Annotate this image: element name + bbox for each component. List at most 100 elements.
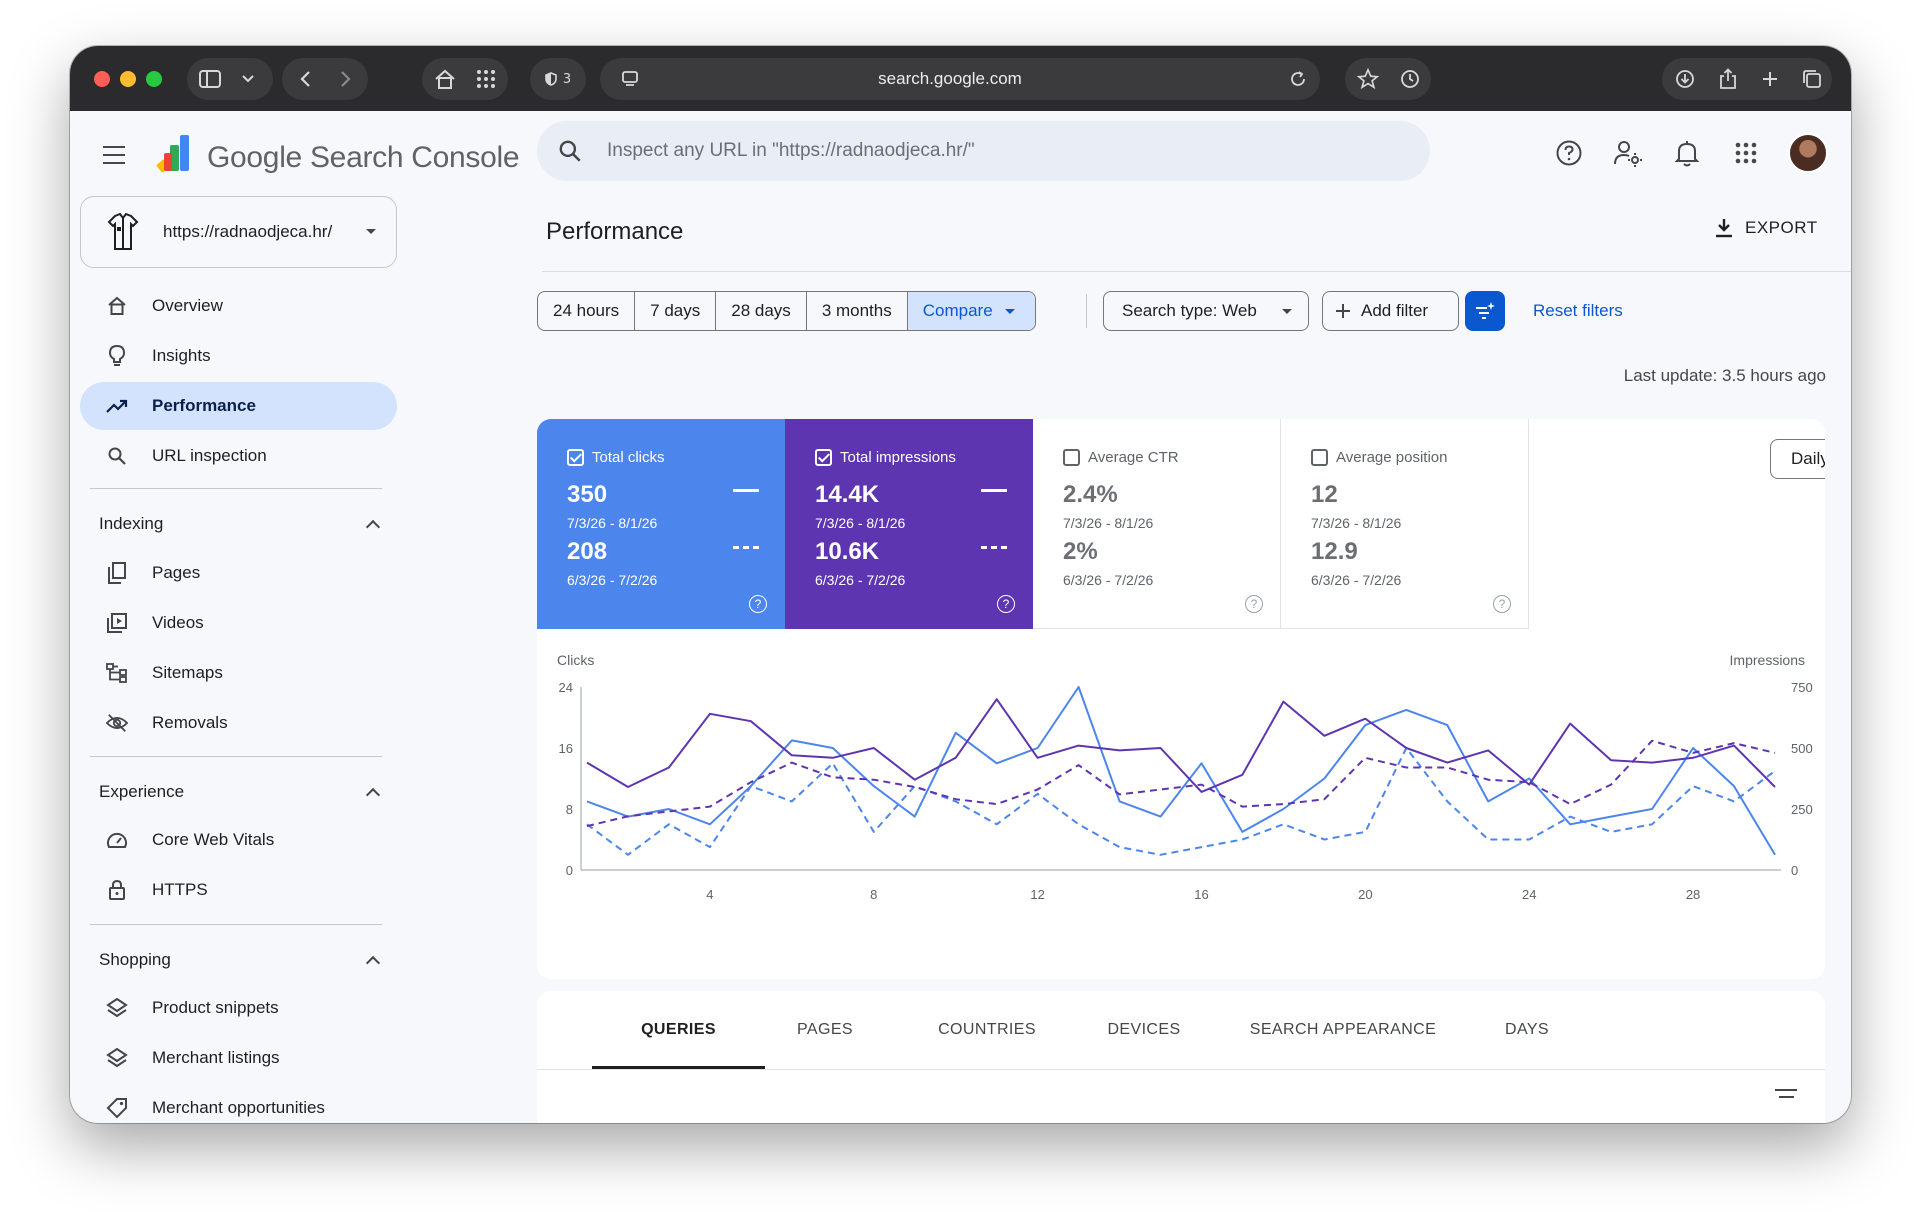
series-line-4[interactable] [586,739,1776,828]
sidebar-item-https[interactable]: HTTPS [80,866,397,914]
sidebar-item-product-snippets[interactable]: Product snippets [80,984,397,1032]
section-shopping[interactable]: Shopping [99,950,171,969]
series-line-1[interactable] [586,686,1776,856]
chevron-up-icon[interactable] [365,955,381,971]
range-compare-button[interactable]: Compare [907,292,1035,330]
checkbox-checked-icon[interactable] [815,449,832,466]
table-filter-icon[interactable] [1775,1089,1797,1103]
gauge-icon [106,829,128,851]
tab-pages[interactable]: PAGES [797,1021,853,1038]
help-icon[interactable]: ? [1493,595,1511,613]
checkbox-unchecked-icon[interactable] [1063,449,1080,466]
granularity-select[interactable]: Daily [1770,439,1825,479]
user-settings-icon[interactable] [1613,138,1643,168]
help-icon[interactable]: ? [749,595,767,613]
download-icon[interactable] [1665,58,1705,100]
chevron-down-icon[interactable] [228,58,268,100]
chevron-up-icon[interactable] [365,787,381,803]
close-window-button[interactable] [94,71,110,87]
sidebar-item-overview[interactable]: Overview [80,282,397,330]
tab-countries[interactable]: COUNTRIES [938,1021,1036,1038]
metric-average-ctr[interactable]: Average CTR 2.4% 7/3/26 - 8/1/26 2% 6/3/… [1033,419,1281,629]
sidebar-item-merchant-listings[interactable]: Merchant listings [80,1034,397,1082]
tag-icon [106,1097,128,1119]
metric-total-clicks[interactable]: Total clicks 350 7/3/26 - 8/1/26 208 6/3… [537,419,785,629]
page-settings-icon[interactable] [610,58,650,100]
sidebar-divider [90,488,382,489]
export-button[interactable]: EXPORT [1715,218,1818,238]
sidebar-item-core-web-vitals[interactable]: Core Web Vitals [80,816,397,864]
sidebar-toggle-icon[interactable] [190,58,230,100]
help-icon[interactable] [1554,138,1584,168]
reset-filters-link[interactable]: Reset filters [1533,301,1623,320]
performance-chart[interactable]: Clicks Impressions 0 8 16 24 0 250 500 750 4 8 12 1… [537,629,1825,959]
main-menu-button[interactable] [96,137,132,173]
range-28-days-button[interactable]: 28 days [716,292,807,330]
checkbox-checked-icon[interactable] [567,449,584,466]
shirt-icon [107,213,139,250]
metric-average-position[interactable]: Average position 12 7/3/26 - 8/1/26 12.9… [1281,419,1529,629]
lightbulb-icon [106,345,128,367]
metric-total-impressions[interactable]: Total impressions 14.4K 7/3/26 - 8/1/26 … [785,419,1033,629]
section-experience[interactable]: Experience [99,782,185,801]
home-icon[interactable] [425,58,465,100]
help-icon[interactable]: ? [1245,595,1263,613]
sidebar-item-removals[interactable]: Removals [80,699,397,747]
sidebar-item-insights[interactable]: Insights [80,332,397,380]
notifications-icon[interactable] [1672,138,1702,168]
tab-devices[interactable]: DEVICES [1107,1021,1181,1038]
url-inspect-search[interactable]: Inspect any URL in "https://radnaodjeca.… [537,121,1430,181]
google-apps-icon[interactable] [1731,138,1761,168]
last-update-text: Last update: 3.5 hours ago [1623,366,1826,385]
tab-queries[interactable]: QUERIES [641,1021,716,1038]
sidebar-item-sitemaps[interactable]: Sitemaps [80,649,397,697]
metric-current-value: 12 [1311,481,1338,508]
help-icon[interactable]: ? [997,595,1015,613]
y-tick-right: 0 [1791,863,1798,878]
section-indexing[interactable]: Indexing [99,514,164,533]
range-24-hours-button[interactable]: 24 hours [538,292,636,330]
search-type-filter[interactable]: Search type: Web [1103,291,1309,331]
range-3-months-button[interactable]: 3 months [807,292,908,330]
sidebar-item-url-inspection[interactable]: URL inspection [80,432,397,480]
property-selector[interactable]: https://radnaodjeca.hr/ [80,196,397,268]
sidebar-item-pages[interactable]: Pages [80,549,397,597]
y-axis-label-right: Impressions [1730,652,1805,668]
series-line-3[interactable] [586,698,1776,793]
active-tab-indicator [592,1066,765,1069]
checkbox-unchecked-icon[interactable] [1311,449,1328,466]
tab-search-appearance[interactable]: SEARCH APPEARANCE [1249,1021,1437,1038]
series-line-2[interactable] [586,747,1776,856]
share-icon[interactable] [1708,58,1748,100]
range-7-days-button[interactable]: 7 days [635,292,717,330]
add-filter-button[interactable]: Add filter [1322,291,1459,331]
forward-icon[interactable] [326,58,366,100]
apps-grid-icon[interactable] [466,58,506,100]
y-tick-left: 16 [559,741,573,756]
x-tick: 16 [1194,887,1208,902]
privacy-report-button[interactable] [530,58,586,100]
star-icon[interactable] [1348,58,1388,100]
metric-previous-value: 2% [1063,538,1098,565]
new-tab-icon[interactable] [1750,58,1790,100]
avatar[interactable] [1788,133,1828,173]
sidebar-divider [90,924,382,925]
minimize-window-button[interactable] [120,71,136,87]
filter-options-button[interactable] [1465,291,1505,331]
zoom-window-button[interactable] [146,71,162,87]
history-clock-icon[interactable] [1390,58,1430,100]
reload-icon[interactable] [1278,58,1318,100]
sidebar-item-merchant-opportunities[interactable]: Merchant opportunities [80,1084,397,1123]
tab-days[interactable]: DAYS [1505,1021,1549,1038]
y-tick-left: 8 [566,802,573,817]
search-input[interactable]: Inspect any URL in "https://radnaodjeca.… [607,140,975,161]
sidebar-item-videos[interactable]: Videos [80,599,397,647]
back-icon[interactable] [285,58,325,100]
tab-overview-icon[interactable] [1792,58,1832,100]
address-bar[interactable] [600,58,1320,100]
history-nav-group [282,58,368,100]
chevron-up-icon[interactable] [365,519,381,535]
metric-label: Average position [1336,449,1448,466]
sidebar-item-performance[interactable]: Performance [80,382,397,430]
caret-down-icon [1282,309,1292,314]
